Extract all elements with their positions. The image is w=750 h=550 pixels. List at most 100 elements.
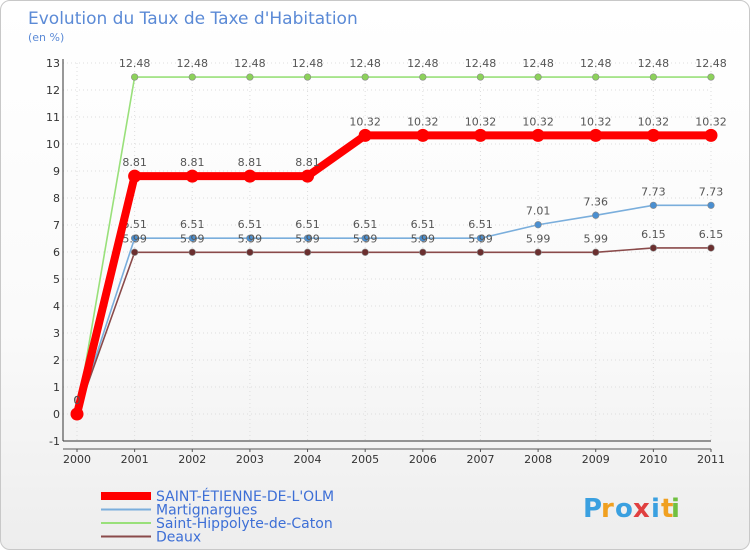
legend: SAINT-ÉTIENNE-DE-L'OLMMartignarguesSaint… — [101, 488, 334, 546]
data-label: 12.48 — [234, 57, 266, 70]
data-point — [301, 169, 315, 183]
data-label: 6.51 — [411, 218, 436, 231]
data-point — [419, 248, 427, 256]
data-label: 10.32 — [695, 115, 727, 128]
series-layer: 0 12.48 12.48 12.48 12.48 12.48 12.48 12.48 12.4… — [70, 57, 727, 421]
data-label: 6.51 — [180, 218, 205, 231]
legend-entry: Deaux — [156, 530, 201, 546]
data-label: 12.48 — [407, 57, 439, 70]
data-point — [531, 128, 545, 142]
y-tick-label: 8 — [53, 192, 60, 205]
data-label: 7.73 — [699, 185, 724, 198]
data-point — [243, 169, 257, 183]
data-label: 12.48 — [638, 57, 670, 70]
y-tick-label: 5 — [53, 273, 60, 286]
data-label: 12.48 — [177, 57, 209, 70]
data-label: 6.51 — [238, 218, 263, 231]
data-label: 7.01 — [526, 205, 551, 218]
logo-letter: x — [633, 494, 650, 524]
data-point — [246, 248, 254, 256]
data-label: 5.99 — [411, 232, 436, 245]
data-point — [649, 73, 657, 81]
data-point — [592, 248, 600, 256]
data-point — [534, 248, 542, 256]
x-tick-label: 2010 — [639, 453, 667, 466]
series-Deaux: 0 5.99 5.99 5.99 5.99 5.99 5.99 5.99 5.99 5.99 6.1… — [73, 228, 723, 418]
data-point — [707, 73, 715, 81]
data-label: 6.51 — [468, 218, 493, 231]
x-tick-label: 2006 — [409, 453, 437, 466]
data-point — [303, 234, 312, 242]
chart-title: Evolution du Taux de Taxe d'Habitation — [28, 9, 358, 29]
y-tick-label: 0 — [53, 408, 60, 421]
data-label: 12.48 — [119, 57, 151, 70]
y-tick-label: 7 — [53, 219, 60, 232]
legend-entry: Martignargues — [156, 503, 257, 519]
data-label: 10.32 — [349, 115, 381, 128]
series-SAINT-ÉTIENNE-DE-L'OLM: 0 8.81 8.81 8.81 8.81 10.32 10.32 10.32 10.32 10.… — [70, 115, 727, 421]
data-label: 8.81 — [122, 156, 147, 169]
data-point — [188, 248, 196, 256]
data-label: 5.99 — [468, 232, 493, 245]
data-point — [131, 73, 139, 81]
data-point — [246, 234, 254, 242]
y-tick-label: 6 — [53, 246, 60, 259]
data-point — [704, 128, 718, 142]
logo-letter: o — [615, 494, 633, 524]
x-tick-label: 2008 — [524, 453, 552, 466]
data-point — [592, 73, 600, 81]
y-tick-label: 1 — [53, 381, 60, 394]
data-point — [649, 201, 657, 209]
data-point — [419, 73, 427, 81]
data-point — [128, 169, 142, 183]
logo-letter: P — [583, 494, 602, 524]
data-point — [361, 73, 369, 81]
x-tick-label: 2007 — [466, 453, 494, 466]
data-point — [649, 244, 657, 252]
series-Martignargues: 0 6.51 6.51 6.51 6.51 6.51 6.51 6.51 7.01 7.36 7.7… — [73, 185, 724, 418]
data-label: 8.81 — [238, 156, 263, 169]
data-point — [646, 128, 660, 142]
data-label: 6.15 — [641, 228, 666, 241]
series-line — [76, 204, 712, 415]
x-tick-label: 2011 — [697, 453, 725, 466]
chart-subtitle: (en %) — [28, 31, 64, 44]
x-tick-label: 2003 — [236, 453, 264, 466]
y-tick-label: 3 — [53, 327, 60, 340]
y-tick-label: 13 — [46, 57, 60, 70]
data-point — [416, 128, 430, 142]
data-label: 5.99 — [122, 232, 147, 245]
data-point — [131, 248, 139, 256]
data-label: 5.99 — [180, 232, 205, 245]
y-tick-label: 9 — [53, 165, 60, 178]
data-label: 5.99 — [295, 232, 320, 245]
data-label: 7.73 — [641, 185, 666, 198]
data-label: 0 — [74, 394, 81, 407]
logo-letter: t — [661, 494, 673, 524]
proxiti-logo: Pr o x i ti — [583, 494, 680, 524]
data-label: 5.99 — [526, 232, 551, 245]
series-line — [76, 247, 712, 415]
x-tick-label: 2000 — [63, 453, 91, 466]
y-tick-label: 2 — [53, 354, 60, 367]
data-point — [592, 211, 600, 219]
y-tick-label: 11 — [46, 111, 60, 124]
grid — [63, 62, 712, 442]
data-label: 12.48 — [465, 57, 497, 70]
data-label: 10.32 — [638, 115, 670, 128]
data-label: 5.99 — [238, 232, 263, 245]
data-label: 12.48 — [349, 57, 381, 70]
data-point — [361, 234, 369, 242]
x-tick-label: 2005 — [351, 453, 379, 466]
data-label: 10.32 — [407, 115, 439, 128]
data-label: 6.51 — [295, 218, 320, 231]
data-point — [476, 234, 485, 242]
legend-entry: SAINT-ÉTIENNE-DE-L'OLM — [156, 488, 334, 505]
x-tick-label: 2004 — [294, 453, 322, 466]
x-tick-label: 2001 — [121, 453, 149, 466]
data-point — [707, 244, 715, 252]
data-point — [131, 234, 139, 242]
data-label: 12.48 — [580, 57, 612, 70]
